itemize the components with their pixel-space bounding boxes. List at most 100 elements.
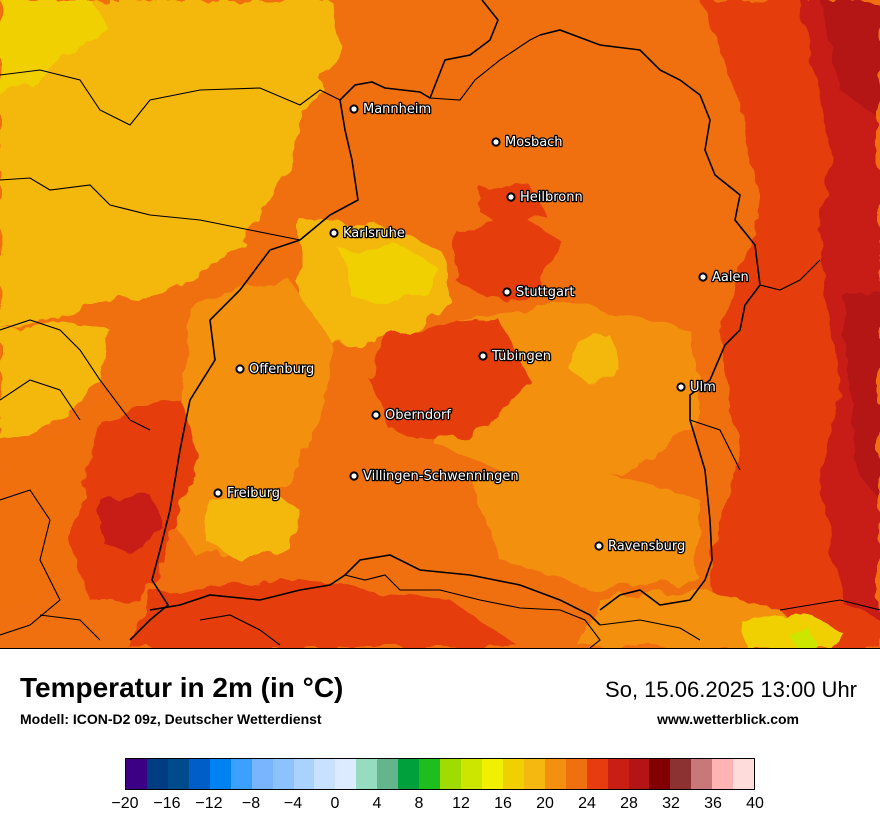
city-marker[interactable]: Mosbach [491, 134, 564, 151]
legend-swatch [481, 759, 503, 789]
legend-swatch [461, 759, 482, 789]
color-legend [125, 758, 755, 790]
city-marker[interactable]: Ravensburg [594, 538, 687, 555]
legend-tick-label: 4 [372, 795, 382, 812]
legend-swatch [419, 759, 441, 789]
legend-swatch [126, 759, 147, 789]
map-canvas: Mannheim Mosbach Heilbronn Karlsruhe Aalen St… [0, 0, 880, 648]
city-marker[interactable]: Ulm [676, 379, 717, 396]
city-marker[interactable]: Heilbronn [506, 189, 584, 206]
legend-swatch [502, 759, 524, 789]
city-markers: Mannheim Mosbach Heilbronn Karlsruhe Aalen St… [213, 101, 750, 555]
zone-26-28-upper-rhine [100, 495, 165, 555]
city-label: Mosbach [505, 135, 563, 150]
city-dot [502, 287, 512, 297]
city-marker[interactable]: Stuttgart [502, 284, 576, 301]
border-switzerland [149, 554, 601, 626]
zone-12-14-alps [790, 630, 820, 648]
legend-tick-label: 36 [704, 795, 722, 812]
city-dot [594, 541, 604, 551]
temperature-map[interactable]: Mannheim Mosbach Heilbronn Karlsruhe Aalen St… [0, 0, 880, 649]
legend-tick-label: 24 [578, 795, 596, 812]
border-bavaria-north [429, 34, 541, 101]
temperature-zones [0, 0, 880, 648]
website-link[interactable]: www.wetterblick.com [657, 711, 799, 727]
city-marker[interactable]: Tübingen [478, 348, 552, 365]
border-south-minor [39, 614, 281, 646]
city-marker[interactable]: Villingen-Schwenningen [349, 468, 520, 485]
city-dot [698, 272, 708, 282]
city-label: Villingen-Schwenningen [363, 469, 519, 484]
border-saar [0, 319, 151, 431]
border-lake-constance [344, 574, 601, 648]
zone-18-20-northwest [0, 0, 340, 330]
city-label: Freiburg [227, 486, 280, 501]
city-marker[interactable]: Mannheim [349, 101, 432, 118]
legend-swatch [628, 759, 650, 789]
border-baden-wuerttemberg [299, 0, 761, 611]
zone-28-30-east [820, 0, 880, 120]
legend-swatch [523, 759, 545, 789]
legend-tick-label: 32 [662, 795, 680, 812]
city-marker[interactable]: Oberndorf [371, 407, 453, 424]
legend-swatch [398, 759, 420, 789]
city-label: Oberndorf [385, 408, 451, 423]
legend-swatch [251, 759, 273, 789]
city-marker[interactable]: Karlsruhe [329, 225, 406, 242]
city-marker[interactable]: Offenburg [235, 361, 316, 378]
legend-swatch [188, 759, 210, 789]
legend-swatch [146, 759, 168, 789]
zone-20-22-upper-swabia [470, 470, 700, 590]
legend-swatch [586, 759, 608, 789]
legend-tick-label: −16 [153, 795, 181, 812]
city-label: Mannheim [363, 102, 431, 117]
border-austria [599, 599, 880, 641]
city-dot [349, 104, 359, 114]
city-label: Heilbronn [520, 190, 583, 205]
legend-swatch [670, 759, 692, 789]
city-dot [478, 351, 488, 361]
city-label: Aalen [712, 270, 749, 285]
legend-swatch [272, 759, 294, 789]
legend-swatch [335, 759, 357, 789]
zone-20-22-blackforest [170, 280, 330, 560]
legend-swatch [649, 759, 671, 789]
city-dot [506, 192, 516, 202]
legend-tick-label: −20 [111, 795, 139, 812]
city-dot [329, 228, 339, 238]
legend-tick-label: 12 [452, 795, 470, 812]
legend-swatch [440, 759, 461, 789]
legend-swatch [377, 759, 399, 789]
border-bavaria-east [689, 259, 821, 471]
legend-tick-label: 8 [414, 795, 424, 812]
city-dot [491, 137, 501, 147]
legend-swatch [356, 759, 378, 789]
border-rhine-france [129, 239, 301, 641]
legend-tick-label: −12 [195, 795, 223, 812]
legend-swatch [293, 759, 315, 789]
city-dot [676, 382, 686, 392]
city-label: Tübingen [491, 349, 551, 364]
city-label: Karlsruhe [343, 226, 405, 241]
legend-swatch [712, 759, 734, 789]
zone-28-30-east-south [845, 290, 880, 500]
zone-24-26-tuebingen [370, 320, 530, 440]
map-title: Temperatur in 2m (in °C) [20, 672, 344, 703]
legend-swatch [691, 759, 713, 789]
city-label: Offenburg [249, 362, 314, 377]
border-palatinate [0, 177, 301, 241]
legend-swatch [209, 759, 231, 789]
legend-swatch [230, 759, 252, 789]
legend-ticks: −20 −16 −12 −8 −4 0 4 8 12 16 20 24 28 32 36 40 [0, 795, 880, 819]
legend-swatch [167, 759, 189, 789]
border-alsace [0, 379, 81, 636]
model-source: Modell: ICON-D2 09z, Deutscher Wetterdie… [20, 711, 322, 727]
zone-16-18-karlsruhe [340, 245, 435, 305]
forecast-datetime: So, 15.06.2025 13:00 Uhr [605, 677, 857, 702]
legend-swatch [565, 759, 587, 789]
legend-tick-label: 28 [620, 795, 638, 812]
legend-swatch [733, 759, 755, 789]
city-marker[interactable]: Freiburg [213, 485, 281, 502]
city-marker[interactable]: Aalen [698, 269, 750, 286]
city-label: Ulm [690, 380, 716, 395]
